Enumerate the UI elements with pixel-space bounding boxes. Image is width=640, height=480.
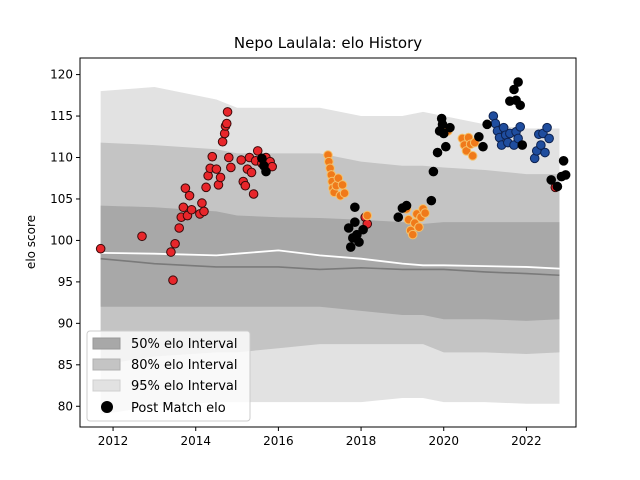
y-tick-label-105: 105 [50, 192, 73, 206]
median-line [100, 257, 560, 277]
data-point-black-4-3 [343, 223, 354, 233]
data-point-black-4-2 [261, 166, 271, 177]
data-point-red-0-14 [199, 206, 209, 217]
plot-frame [79, 57, 577, 428]
y-axis-label: elo score [24, 215, 38, 269]
data-point-orange-1-29 [467, 151, 478, 161]
data-point-red-0-2 [166, 247, 176, 257]
legend-swatch-95 [92, 379, 121, 392]
data-point-red-0-0 [95, 243, 106, 254]
data-point-black-4-33 [552, 181, 563, 192]
y-tick-label-85: 85 [58, 358, 73, 372]
data-point-red-0-29 [236, 155, 246, 165]
data-point-black-4-15 [428, 166, 439, 177]
y-tick-label-110: 110 [50, 151, 73, 165]
data-point-black-4-8 [354, 237, 364, 247]
x-tick-label-2016: 2016 [263, 434, 294, 448]
chart-title: Nepo Laulala: elo History [234, 34, 422, 52]
data-point-red-0-19 [211, 164, 222, 174]
data-point-black-4-13 [401, 200, 412, 211]
mean-line [100, 249, 560, 270]
data-point-red-0-31 [240, 180, 251, 191]
data-point-orange-1-16 [407, 229, 418, 240]
data-point-blue-2-16 [536, 140, 546, 150]
data-point-red-0-5 [174, 223, 184, 233]
legend-label-95: 95% elo Interval [131, 379, 238, 394]
data-point-red-0-11 [186, 204, 197, 215]
data-point-orange-1-22 [420, 208, 430, 218]
data-point-black-4-6 [350, 217, 360, 227]
data-point-red-0-4 [170, 238, 180, 249]
data-point-red-0-26 [222, 107, 233, 117]
data-point-black-4-11 [393, 212, 404, 223]
data-point-red-0-7 [178, 202, 189, 213]
data-point-black-4-21 [441, 141, 451, 152]
legend-swatch-80 [92, 358, 121, 371]
legend: 50% elo Interval 80% elo Interval 95% el… [86, 330, 251, 422]
data-point-black-4-4 [345, 242, 356, 252]
legend-frame [86, 330, 251, 422]
y-tick-label-80: 80 [58, 399, 73, 413]
data-point-black-4-23 [474, 131, 484, 142]
legend-marker-icon [101, 401, 113, 413]
data-point-black-4-24 [478, 141, 488, 152]
data-point-orange-1-10 [337, 180, 348, 190]
data-point-red-0-27 [224, 152, 234, 163]
data-point-blue-2-20 [544, 133, 554, 144]
x-tick-label-2022: 2022 [511, 434, 542, 448]
data-point-black-4-20 [438, 128, 449, 139]
data-point-red-0-34 [246, 167, 257, 178]
x-tick-label-2012: 2012 [98, 434, 129, 448]
data-point-red-0-10 [184, 190, 195, 201]
data-point-red-0-28 [226, 162, 236, 173]
y-tick-label-100: 100 [50, 233, 73, 247]
legend-label-post-match: Post Match elo [131, 401, 226, 416]
data-point-black-4-16 [432, 147, 443, 158]
x-tick-label-2018: 2018 [346, 434, 377, 448]
data-point-black-4-35 [558, 156, 569, 166]
y-tick-label-95: 95 [58, 275, 73, 289]
legend-label-80: 80% elo Interval [131, 358, 238, 373]
x-tick-label-2020: 2020 [428, 434, 459, 448]
legend-label-50: 50% elo Interval [131, 337, 238, 352]
data-point-black-4-32 [546, 175, 557, 185]
data-point-red-0-37 [252, 146, 263, 156]
data-point-blue-2-19 [542, 122, 552, 133]
data-point-blue-2-18 [540, 147, 550, 158]
data-point-red-0-25 [221, 118, 232, 129]
data-point-red-0-3 [168, 275, 178, 286]
data-point-black-4-14 [426, 195, 437, 206]
data-point-black-4-30 [515, 100, 526, 111]
data-point-blue-2-12 [515, 122, 526, 132]
data-point-black-4-31 [517, 140, 528, 150]
legend-swatch-50 [92, 337, 121, 350]
data-point-black-4-29 [513, 77, 523, 87]
data-point-orange-1-12 [362, 210, 373, 221]
data-point-red-0-15 [201, 182, 211, 193]
data-point-black-4-36 [560, 170, 571, 180]
data-point-red-0-8 [180, 183, 191, 193]
data-point-red-0-35 [248, 189, 259, 199]
y-tick-label-90: 90 [58, 316, 73, 330]
data-point-black-4-22 [445, 122, 455, 133]
data-point-black-4-25 [482, 119, 492, 130]
data-point-orange-1-11 [339, 188, 350, 198]
data-point-red-0-13 [197, 198, 207, 208]
data-point-black-4-27 [509, 84, 519, 95]
x-tick-label-2014: 2014 [180, 434, 211, 448]
data-point-red-0-21 [215, 172, 226, 183]
data-point-black-4-9 [350, 202, 360, 213]
y-tick-label-120: 120 [50, 68, 73, 82]
data-point-orange-1-19 [414, 222, 424, 232]
band-50-interval [100, 205, 560, 321]
data-point-red-0-22 [217, 136, 228, 147]
data-point-red-0-18 [207, 151, 218, 162]
data-point-black-4-10 [358, 224, 368, 235]
data-point-red-0-1 [137, 231, 147, 242]
y-tick-label-115: 115 [50, 109, 73, 123]
